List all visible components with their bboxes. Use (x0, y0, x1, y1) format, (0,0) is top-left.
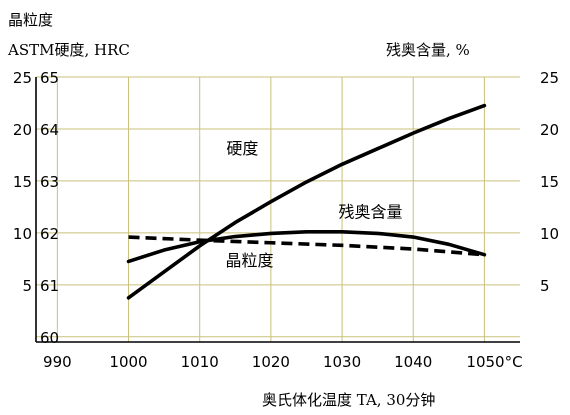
right-tick-label: 15 (540, 173, 559, 191)
right-tick-label: 25 (540, 69, 559, 87)
x-tick-label: 1040 (394, 353, 432, 371)
right-tick-label: 5 (540, 277, 550, 295)
hrc-tick-label: 63 (40, 173, 59, 191)
left-axis-title-line1: 晶粒度 (8, 11, 53, 29)
hrc-tick-label: 62 (40, 225, 59, 243)
left-axis-title-line2: ASTM硬度, HRC (7, 41, 130, 59)
x-tick-label: 990 (43, 353, 72, 371)
astm-tick-label: 10 (13, 225, 32, 243)
hrc-tick-label: 61 (40, 277, 59, 295)
x-tick-label: 1000 (109, 353, 147, 371)
series-label: 硬度 (226, 139, 258, 158)
x-tick-label: 1010 (181, 353, 219, 371)
hrc-tick-label: 60 (40, 329, 59, 347)
x-tick-label: 1050°C (466, 353, 522, 371)
astm-tick-label: 15 (13, 173, 32, 191)
right-axis-title: 残奥含量, % (386, 41, 470, 59)
right-tick-label: 20 (540, 121, 559, 139)
hrc-tick-label: 65 (40, 69, 59, 87)
x-tick-label: 1020 (252, 353, 290, 371)
series-label: 残奥含量 (339, 202, 403, 221)
x-tick-label: 1030 (323, 353, 361, 371)
astm-tick-label: 25 (13, 69, 32, 87)
astm-tick-label: 5 (22, 277, 32, 295)
series-line-hardness (129, 106, 485, 298)
astm-tick-label: 20 (13, 121, 32, 139)
x-axis-title: 奥氏体化温度 TA, 30分钟 (262, 391, 435, 409)
series-label: 晶粒度 (226, 251, 274, 270)
hrc-tick-label: 64 (40, 121, 59, 139)
right-tick-label: 10 (540, 225, 559, 243)
